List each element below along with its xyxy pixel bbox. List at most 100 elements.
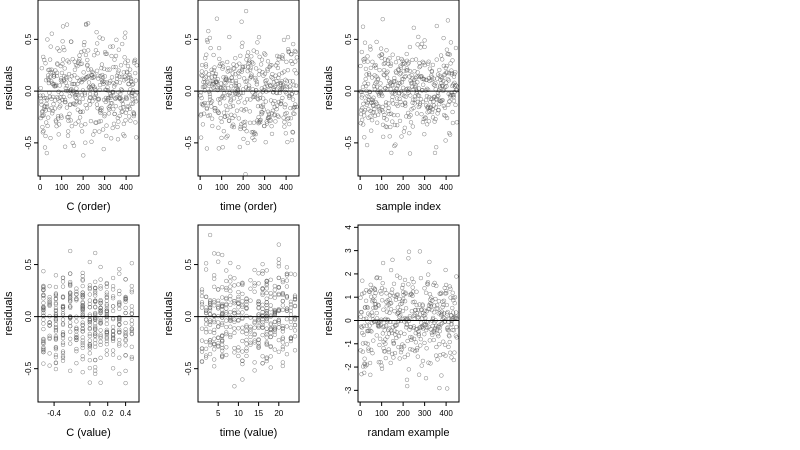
data-point	[60, 279, 66, 284]
data-point	[203, 339, 209, 345]
data-point	[388, 63, 393, 68]
y-tick-label: -0.5	[24, 135, 33, 149]
data-point	[94, 102, 100, 107]
data-point	[397, 275, 403, 280]
data-point	[262, 51, 267, 56]
data-point	[408, 113, 413, 118]
data-point	[280, 290, 285, 296]
data-point	[228, 334, 233, 340]
data-point	[264, 318, 269, 324]
data-point	[446, 333, 452, 338]
data-point	[67, 94, 72, 99]
data-point	[451, 98, 457, 104]
data-point	[453, 313, 458, 319]
data-point	[104, 348, 109, 353]
data-point	[68, 87, 73, 92]
data-point	[53, 352, 59, 358]
data-point	[44, 150, 49, 156]
data-point	[371, 110, 376, 115]
data-point	[264, 83, 270, 88]
data-point	[436, 107, 441, 113]
data-point	[47, 297, 52, 302]
data-point	[292, 296, 298, 302]
data-point	[81, 48, 87, 53]
data-point	[451, 328, 456, 333]
data-point	[398, 350, 404, 355]
data-point	[68, 368, 73, 373]
data-point	[60, 342, 66, 348]
data-point	[248, 65, 253, 70]
data-point	[444, 302, 449, 308]
data-point	[377, 67, 382, 73]
data-point	[448, 312, 454, 318]
data-point	[284, 306, 290, 311]
data-point	[272, 310, 277, 315]
data-point	[97, 87, 102, 93]
data-point	[394, 96, 400, 101]
data-point	[416, 86, 422, 91]
data-point	[124, 96, 129, 102]
data-point	[95, 41, 100, 46]
data-point	[105, 96, 111, 101]
data-point	[220, 339, 225, 344]
data-point	[264, 290, 269, 296]
data-point	[254, 50, 260, 55]
data-point	[276, 349, 281, 354]
data-point	[375, 120, 380, 125]
data-point	[445, 76, 450, 82]
data-point	[80, 290, 85, 295]
data-point	[98, 355, 103, 360]
data-point	[60, 97, 65, 102]
data-point	[263, 81, 269, 86]
data-point	[400, 308, 405, 314]
data-point	[284, 294, 290, 299]
data-point	[420, 99, 426, 105]
data-point	[233, 78, 239, 84]
data-point	[98, 286, 103, 291]
data-point	[86, 48, 91, 53]
data-point	[98, 110, 103, 116]
data-point	[38, 86, 43, 91]
data-point	[380, 260, 386, 266]
data-point	[363, 298, 369, 303]
data-point	[130, 82, 135, 87]
data-point	[96, 119, 102, 124]
data-point	[117, 343, 122, 348]
data-point	[212, 300, 217, 305]
data-point	[130, 97, 135, 102]
data-point	[100, 36, 105, 41]
data-point	[421, 60, 426, 66]
data-point	[454, 83, 459, 88]
data-point	[276, 257, 281, 262]
data-point	[80, 300, 85, 305]
data-point	[410, 347, 415, 352]
data-point	[216, 110, 221, 115]
data-point	[47, 294, 52, 300]
data-point	[117, 322, 122, 327]
data-point	[252, 283, 257, 288]
data-point	[81, 153, 86, 158]
data-point	[264, 306, 269, 311]
data-point	[213, 106, 218, 111]
data-point	[228, 93, 233, 98]
data-point	[280, 307, 285, 313]
y-tick-label: 3	[344, 248, 353, 253]
data-point	[369, 329, 374, 334]
data-point	[220, 333, 225, 338]
data-point	[104, 329, 109, 334]
data-point	[120, 97, 125, 102]
data-point	[436, 88, 442, 93]
data-point	[252, 368, 257, 373]
data-point	[253, 77, 258, 82]
data-point	[93, 331, 98, 336]
data-point	[441, 112, 447, 118]
data-point	[68, 298, 73, 303]
data-point	[204, 146, 210, 151]
data-point	[260, 104, 265, 109]
data-point	[378, 89, 384, 94]
data-point	[207, 298, 213, 303]
data-point	[389, 111, 394, 116]
data-point	[236, 289, 241, 295]
data-point	[88, 67, 94, 72]
data-point	[425, 87, 431, 92]
